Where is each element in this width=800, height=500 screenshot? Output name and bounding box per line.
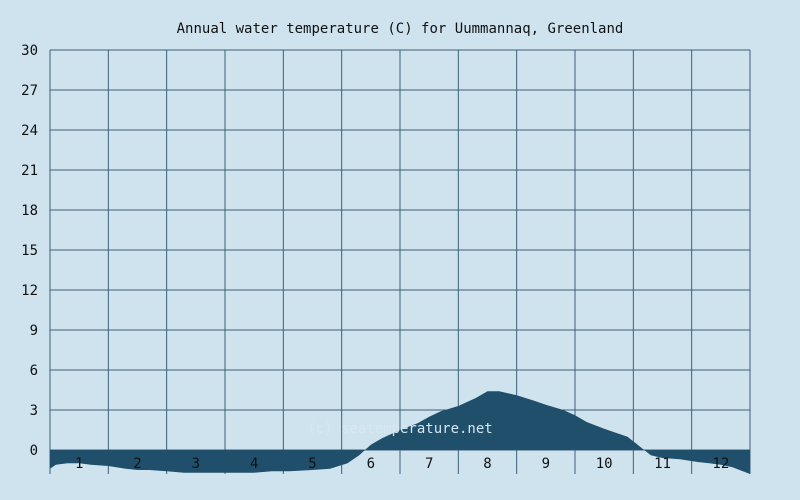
x-tick-label: 12 [712, 456, 729, 472]
temperature-area [50, 391, 750, 474]
x-tick-label: 2 [133, 456, 141, 472]
x-tick-label: 3 [192, 456, 200, 472]
x-tick-label: 6 [367, 456, 375, 472]
y-tick-label: 15 [21, 243, 38, 259]
grid [49, 49, 751, 474]
y-tick-label: 9 [30, 323, 38, 339]
x-tick-labels: 1 2 3 4 5 6 7 8 9 10 11 12 [75, 456, 729, 472]
y-tick-label: 27 [21, 83, 38, 99]
x-tick-label: 7 [425, 456, 433, 472]
x-tick-label: 4 [250, 456, 258, 472]
x-tick-label: 8 [483, 456, 491, 472]
y-tick-label: 21 [21, 163, 38, 179]
x-tick-label: 1 [75, 456, 83, 472]
chart-title: Annual water temperature (C) for Uummann… [177, 21, 624, 37]
x-tick-label: 11 [654, 456, 671, 472]
y-tick-label: 30 [21, 43, 38, 59]
copyright-watermark: (c) seatemperature.net [307, 421, 492, 437]
y-tick-label: 3 [30, 403, 38, 419]
x-tick-label: 10 [596, 456, 613, 472]
y-tick-label: 0 [30, 443, 38, 459]
y-tick-label: 6 [30, 363, 38, 379]
y-tick-label: 24 [21, 123, 38, 139]
y-tick-label: 18 [21, 203, 38, 219]
y-tick-label: 12 [21, 283, 38, 299]
x-tick-label: 5 [308, 456, 316, 472]
x-tick-label: 9 [542, 456, 550, 472]
